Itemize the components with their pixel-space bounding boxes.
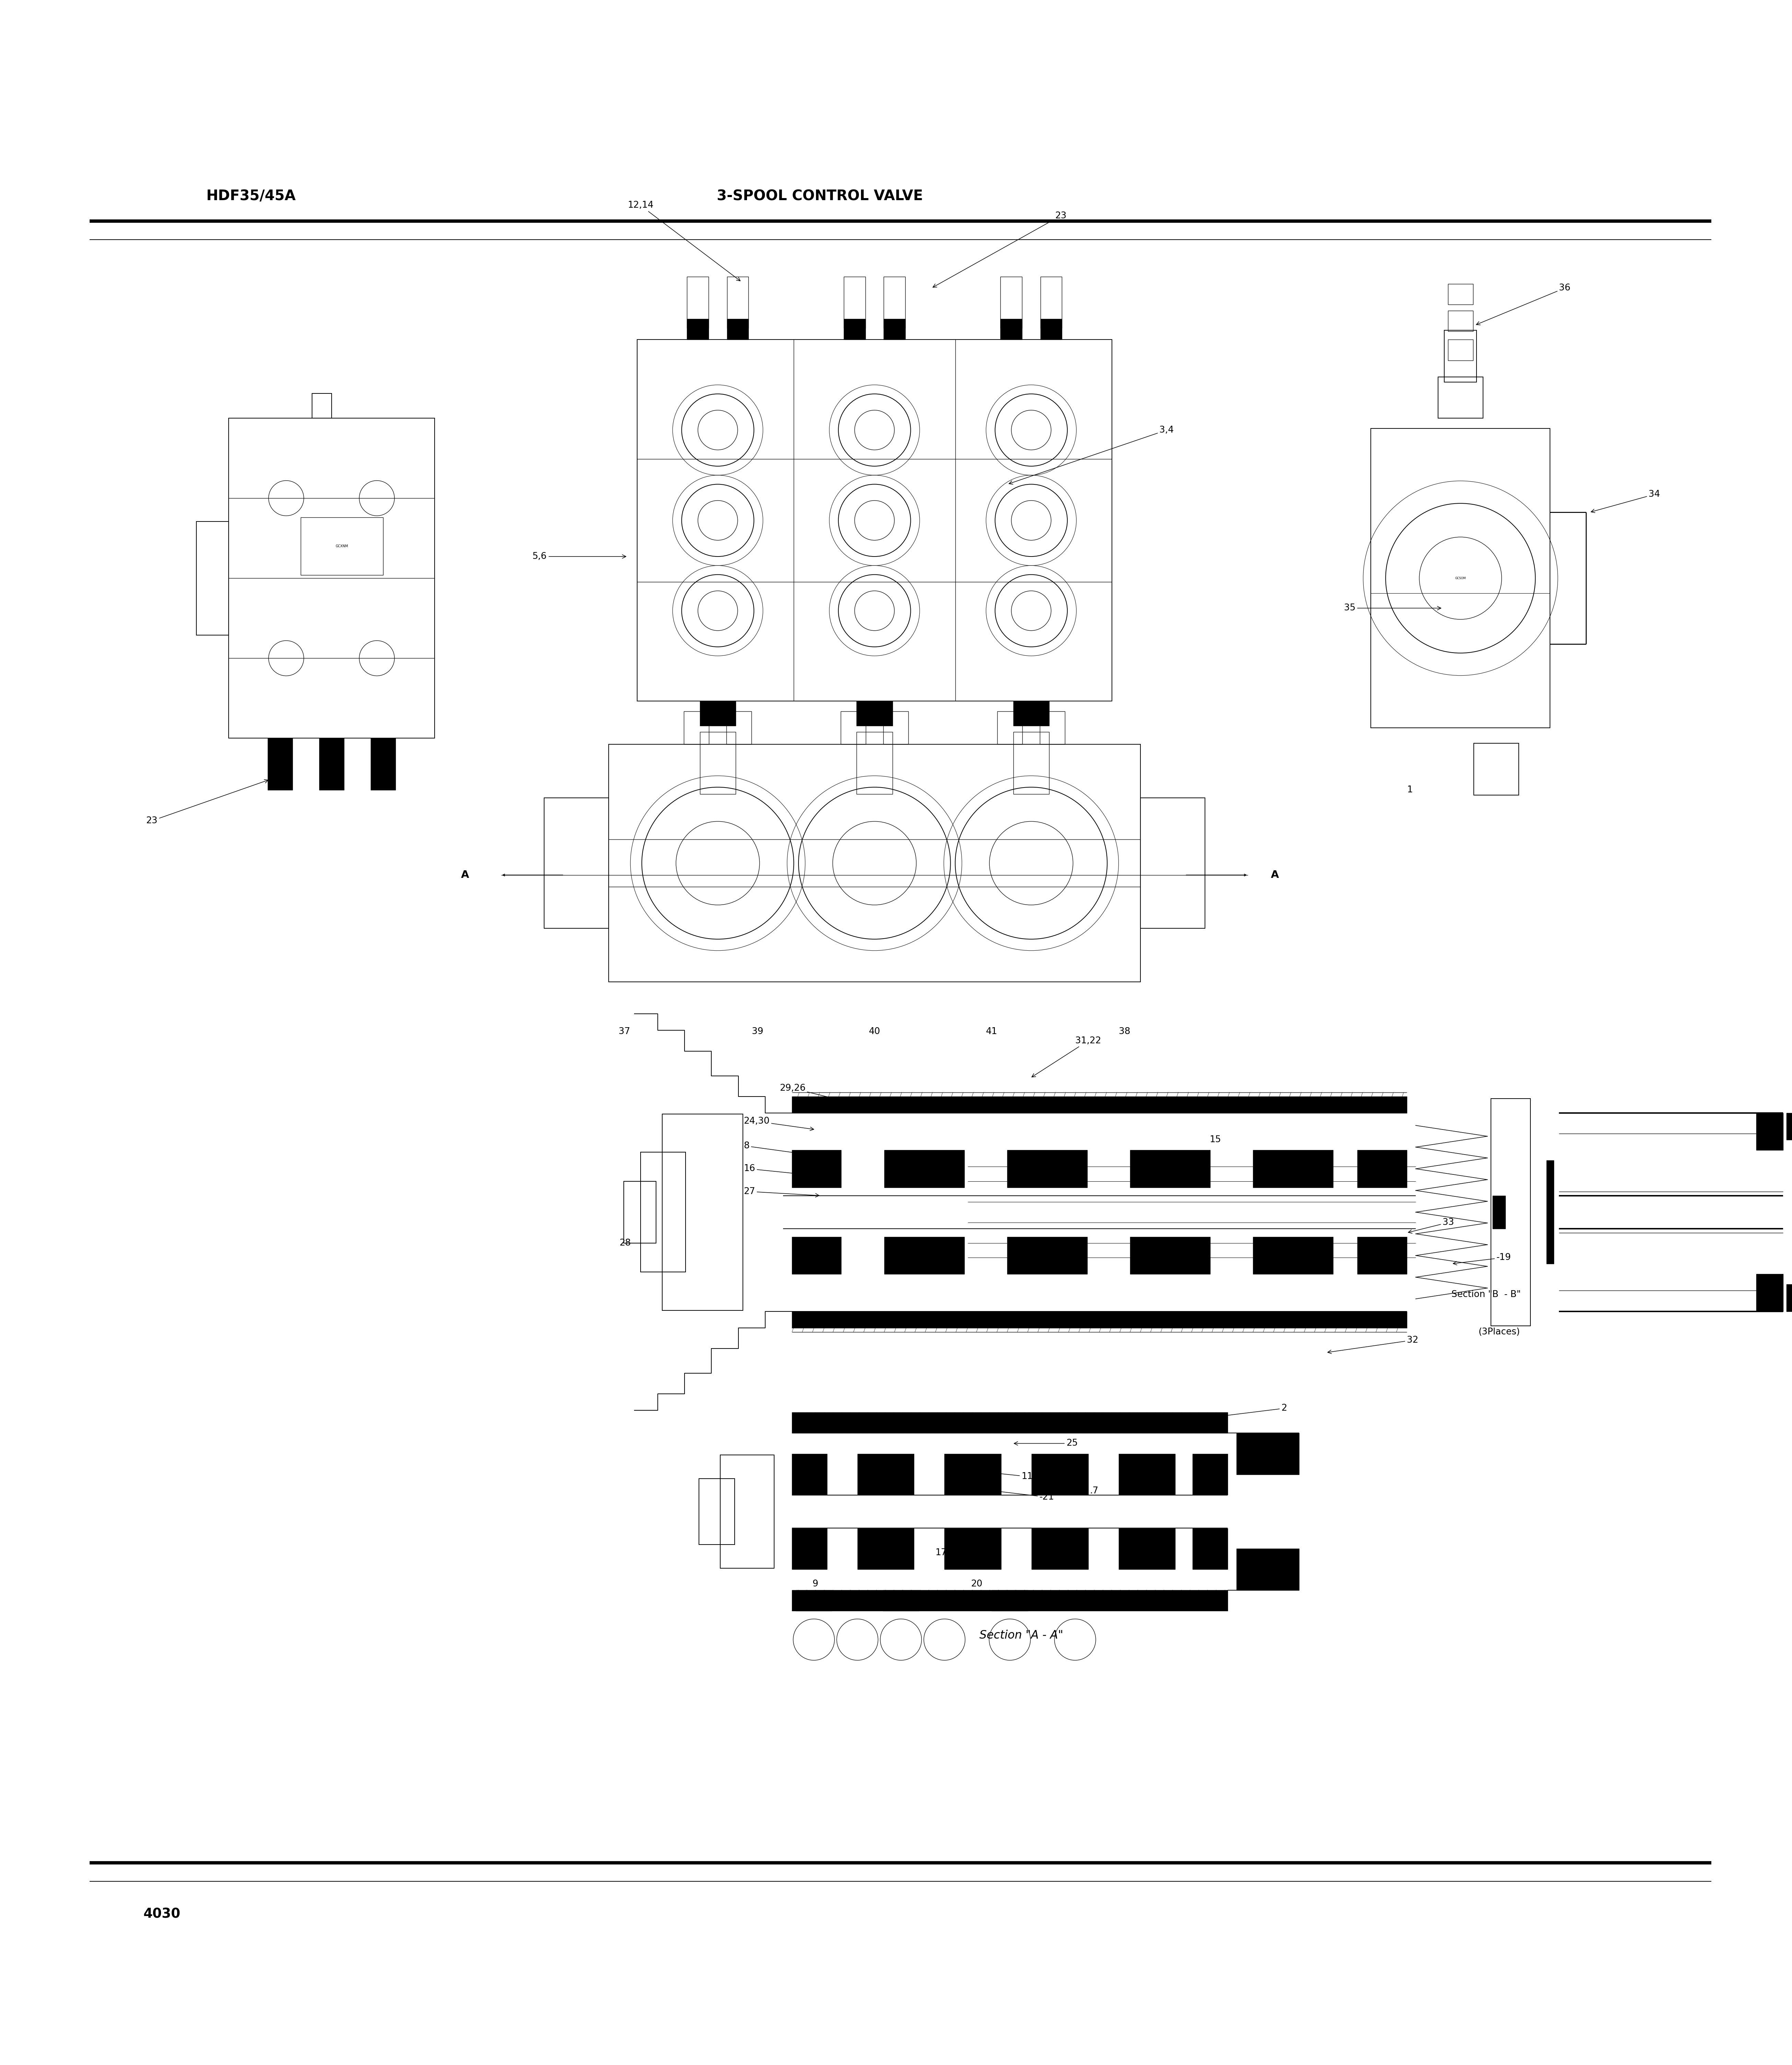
Text: 34: 34 — [1591, 489, 1659, 512]
Bar — [701, 733, 737, 795]
Bar — [699, 1479, 735, 1545]
Text: GCSOM: GCSOM — [1455, 576, 1466, 580]
Text: 32: 32 — [1328, 1336, 1417, 1355]
Text: 25: 25 — [1014, 1439, 1077, 1448]
Text: 23: 23 — [934, 211, 1066, 287]
Text: 20: 20 — [971, 1580, 982, 1588]
Text: A: A — [461, 869, 470, 880]
Text: 1: 1 — [1407, 785, 1412, 795]
Text: 39: 39 — [751, 1028, 763, 1037]
Bar — [195, 522, 229, 636]
Bar — [686, 277, 708, 328]
Bar — [998, 712, 1023, 745]
Bar — [1012, 733, 1048, 795]
Bar — [1448, 285, 1473, 306]
Text: 35: 35 — [1344, 603, 1441, 613]
Bar — [229, 419, 434, 739]
Text: A: A — [1271, 869, 1279, 880]
Text: 23: 23 — [145, 781, 269, 826]
Bar — [844, 277, 866, 328]
Text: 29,26: 29,26 — [780, 1084, 849, 1103]
Text: 41: 41 — [986, 1028, 998, 1037]
Bar — [883, 277, 905, 328]
Text: 37: 37 — [618, 1028, 631, 1037]
Text: 4030: 4030 — [143, 1908, 181, 1920]
Bar — [1371, 430, 1550, 729]
Bar — [642, 1152, 685, 1272]
Bar — [636, 341, 1111, 702]
Bar — [857, 733, 892, 795]
Text: (3Places): (3Places) — [1478, 1328, 1520, 1336]
Text: 16: 16 — [744, 1165, 808, 1177]
Text: 2: 2 — [1202, 1404, 1287, 1421]
Bar — [726, 712, 751, 745]
Bar — [661, 1115, 742, 1311]
Bar — [720, 1454, 774, 1569]
Text: 18: 18 — [989, 1549, 1000, 1557]
Text: 40: 40 — [869, 1028, 880, 1037]
Text: 17: 17 — [935, 1549, 946, 1557]
Bar — [1491, 1099, 1530, 1326]
Text: 13: 13 — [810, 1549, 821, 1557]
Text: 33: 33 — [1409, 1218, 1453, 1233]
Bar — [1000, 277, 1021, 328]
Bar — [1039, 712, 1064, 745]
Bar — [685, 712, 710, 745]
Text: 28: 28 — [620, 1239, 631, 1247]
Text: .7: .7 — [1090, 1487, 1098, 1495]
Text: 10: 10 — [905, 1605, 916, 1613]
Bar — [883, 712, 909, 745]
Bar — [624, 1181, 656, 1243]
Text: 24,30: 24,30 — [744, 1117, 814, 1132]
Text: 36: 36 — [1477, 283, 1570, 324]
Text: -21: -21 — [996, 1489, 1054, 1501]
Bar — [609, 745, 1140, 983]
Text: 15: 15 — [1210, 1136, 1220, 1144]
Text: 27: 27 — [744, 1187, 819, 1198]
Bar — [1041, 277, 1063, 328]
Bar — [728, 277, 749, 328]
Bar — [545, 797, 609, 929]
Text: 5,6: 5,6 — [532, 551, 625, 562]
Text: 11: 11 — [969, 1468, 1032, 1481]
Bar — [312, 392, 332, 419]
Text: 3-SPOOL CONTROL VALVE: 3-SPOOL CONTROL VALVE — [717, 190, 923, 202]
Bar — [1444, 330, 1477, 382]
Text: -19: -19 — [1453, 1253, 1511, 1266]
Bar — [1140, 797, 1204, 929]
Text: 3,4: 3,4 — [1009, 425, 1174, 485]
Text: Section "B  - B": Section "B - B" — [1452, 1291, 1521, 1299]
Text: 12,14: 12,14 — [627, 200, 740, 281]
Text: 38: 38 — [1118, 1028, 1131, 1037]
Bar — [1448, 339, 1473, 361]
Text: HDF35/45A: HDF35/45A — [206, 190, 296, 202]
Text: 9: 9 — [812, 1580, 819, 1588]
Bar — [1437, 376, 1482, 419]
Bar — [1473, 743, 1518, 795]
Bar — [1448, 310, 1473, 332]
Text: 8: 8 — [744, 1142, 805, 1156]
Bar — [840, 712, 866, 745]
Text: GCXNM: GCXNM — [335, 545, 348, 547]
Bar — [301, 518, 383, 574]
Text: Section "A - A": Section "A - A" — [980, 1629, 1063, 1642]
Text: 31,22: 31,22 — [1032, 1037, 1100, 1078]
